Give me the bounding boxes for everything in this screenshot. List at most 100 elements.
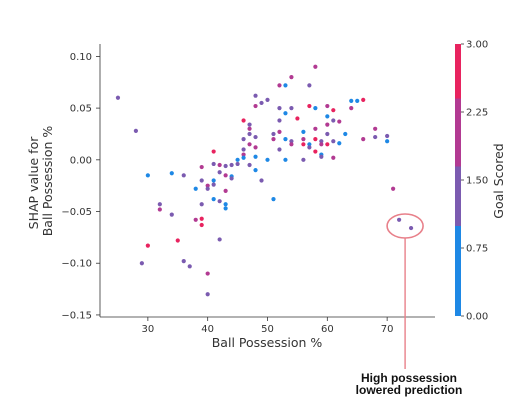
data-point	[325, 131, 330, 137]
data-point	[175, 238, 180, 243]
data-point	[265, 97, 270, 102]
data-point	[205, 271, 210, 276]
y-tick-label: 0.10	[70, 52, 92, 63]
data-point	[373, 126, 378, 131]
data-point	[331, 118, 336, 123]
data-point	[289, 74, 294, 80]
x-tick-label: 70	[381, 324, 394, 335]
data-point	[211, 149, 216, 154]
data-point	[313, 64, 318, 69]
data-point	[271, 197, 276, 202]
annotation-text-line-2: lowered prediction	[356, 383, 463, 397]
data-point	[211, 178, 216, 183]
data-point	[331, 108, 336, 113]
data-point	[217, 237, 222, 242]
data-point	[361, 137, 366, 142]
data-point	[325, 142, 330, 147]
data-point	[319, 154, 324, 159]
data-point	[253, 134, 258, 140]
data-point	[211, 197, 216, 202]
data-point	[343, 131, 348, 137]
data-point	[169, 212, 174, 217]
data-point	[331, 139, 336, 144]
data-point	[319, 142, 324, 147]
data-point	[181, 259, 186, 264]
data-point	[145, 173, 150, 178]
data-point	[199, 202, 204, 207]
colorbar-tick-label: 3.00	[466, 40, 488, 51]
data-point	[253, 168, 258, 173]
data-point	[259, 100, 264, 106]
data-point	[241, 118, 246, 123]
data-point	[241, 137, 246, 142]
data-point	[253, 103, 258, 109]
data-point	[199, 178, 204, 183]
data-point	[199, 222, 204, 228]
data-point	[223, 163, 228, 169]
data-point	[253, 154, 258, 159]
colorbar-tick-label: 2.25	[466, 108, 488, 119]
data-point	[199, 216, 204, 221]
data-point	[313, 137, 318, 142]
data-point	[271, 137, 276, 142]
data-point	[229, 162, 234, 168]
data-point	[313, 106, 318, 111]
data-point	[115, 95, 121, 100]
data-point	[349, 106, 354, 111]
annotation-circle	[386, 213, 424, 239]
y-ticks: 0.10 0.05 0.00 −0.05 −0.10 −0.15	[61, 52, 100, 321]
x-ticks: 30 40 50 60 70	[141, 317, 394, 335]
colorbar-tick-label: 1.50	[466, 176, 488, 187]
colorbar-label: Goal Scored	[491, 143, 506, 218]
y-tick-label: −0.05	[61, 207, 92, 218]
y-axis-label-line-2: Ball Possession %	[40, 126, 55, 237]
data-point	[241, 155, 246, 160]
y-axis-label: SHAP value for Ball Possession %	[26, 126, 55, 237]
data-point	[199, 164, 204, 170]
data-point	[313, 149, 318, 154]
data-point	[385, 139, 390, 144]
data-point	[283, 83, 288, 88]
data-point	[325, 122, 330, 127]
data-point	[277, 106, 282, 111]
data-point	[253, 93, 258, 98]
data-point	[408, 225, 414, 231]
data-point	[361, 97, 366, 102]
colorbar-tick-label: 0.75	[466, 244, 488, 255]
x-tick-label: 30	[141, 324, 154, 335]
data-point	[181, 173, 186, 178]
data-point	[205, 183, 210, 188]
data-point	[355, 98, 360, 103]
data-point	[283, 137, 288, 142]
data-point	[253, 145, 258, 150]
data-point	[211, 161, 216, 167]
data-point	[277, 118, 282, 123]
y-tick-label: 0.00	[70, 155, 92, 166]
data-point	[229, 176, 234, 181]
data-point	[331, 155, 336, 160]
data-point	[325, 103, 330, 109]
data-point	[289, 139, 294, 144]
data-point	[313, 126, 318, 131]
data-point	[247, 131, 252, 137]
y-tick-label: −0.15	[61, 310, 92, 321]
colorbar-ticks: 3.00 2.25 1.50 0.75 0.00	[461, 40, 488, 323]
data-point	[307, 83, 312, 88]
data-point	[247, 142, 252, 147]
y-axis-label-line-1: SHAP value for	[26, 136, 41, 230]
data-point	[247, 162, 252, 168]
data-point	[271, 131, 276, 137]
data-point	[319, 139, 324, 144]
data-point	[301, 137, 306, 142]
y-tick-label: −0.10	[61, 259, 92, 270]
data-point	[223, 188, 228, 193]
data-point	[193, 186, 198, 191]
data-point	[205, 292, 210, 297]
data-point	[247, 126, 252, 131]
data-point	[139, 261, 144, 266]
data-point	[247, 122, 252, 127]
x-tick-label: 40	[201, 324, 214, 335]
data-point	[217, 199, 222, 204]
